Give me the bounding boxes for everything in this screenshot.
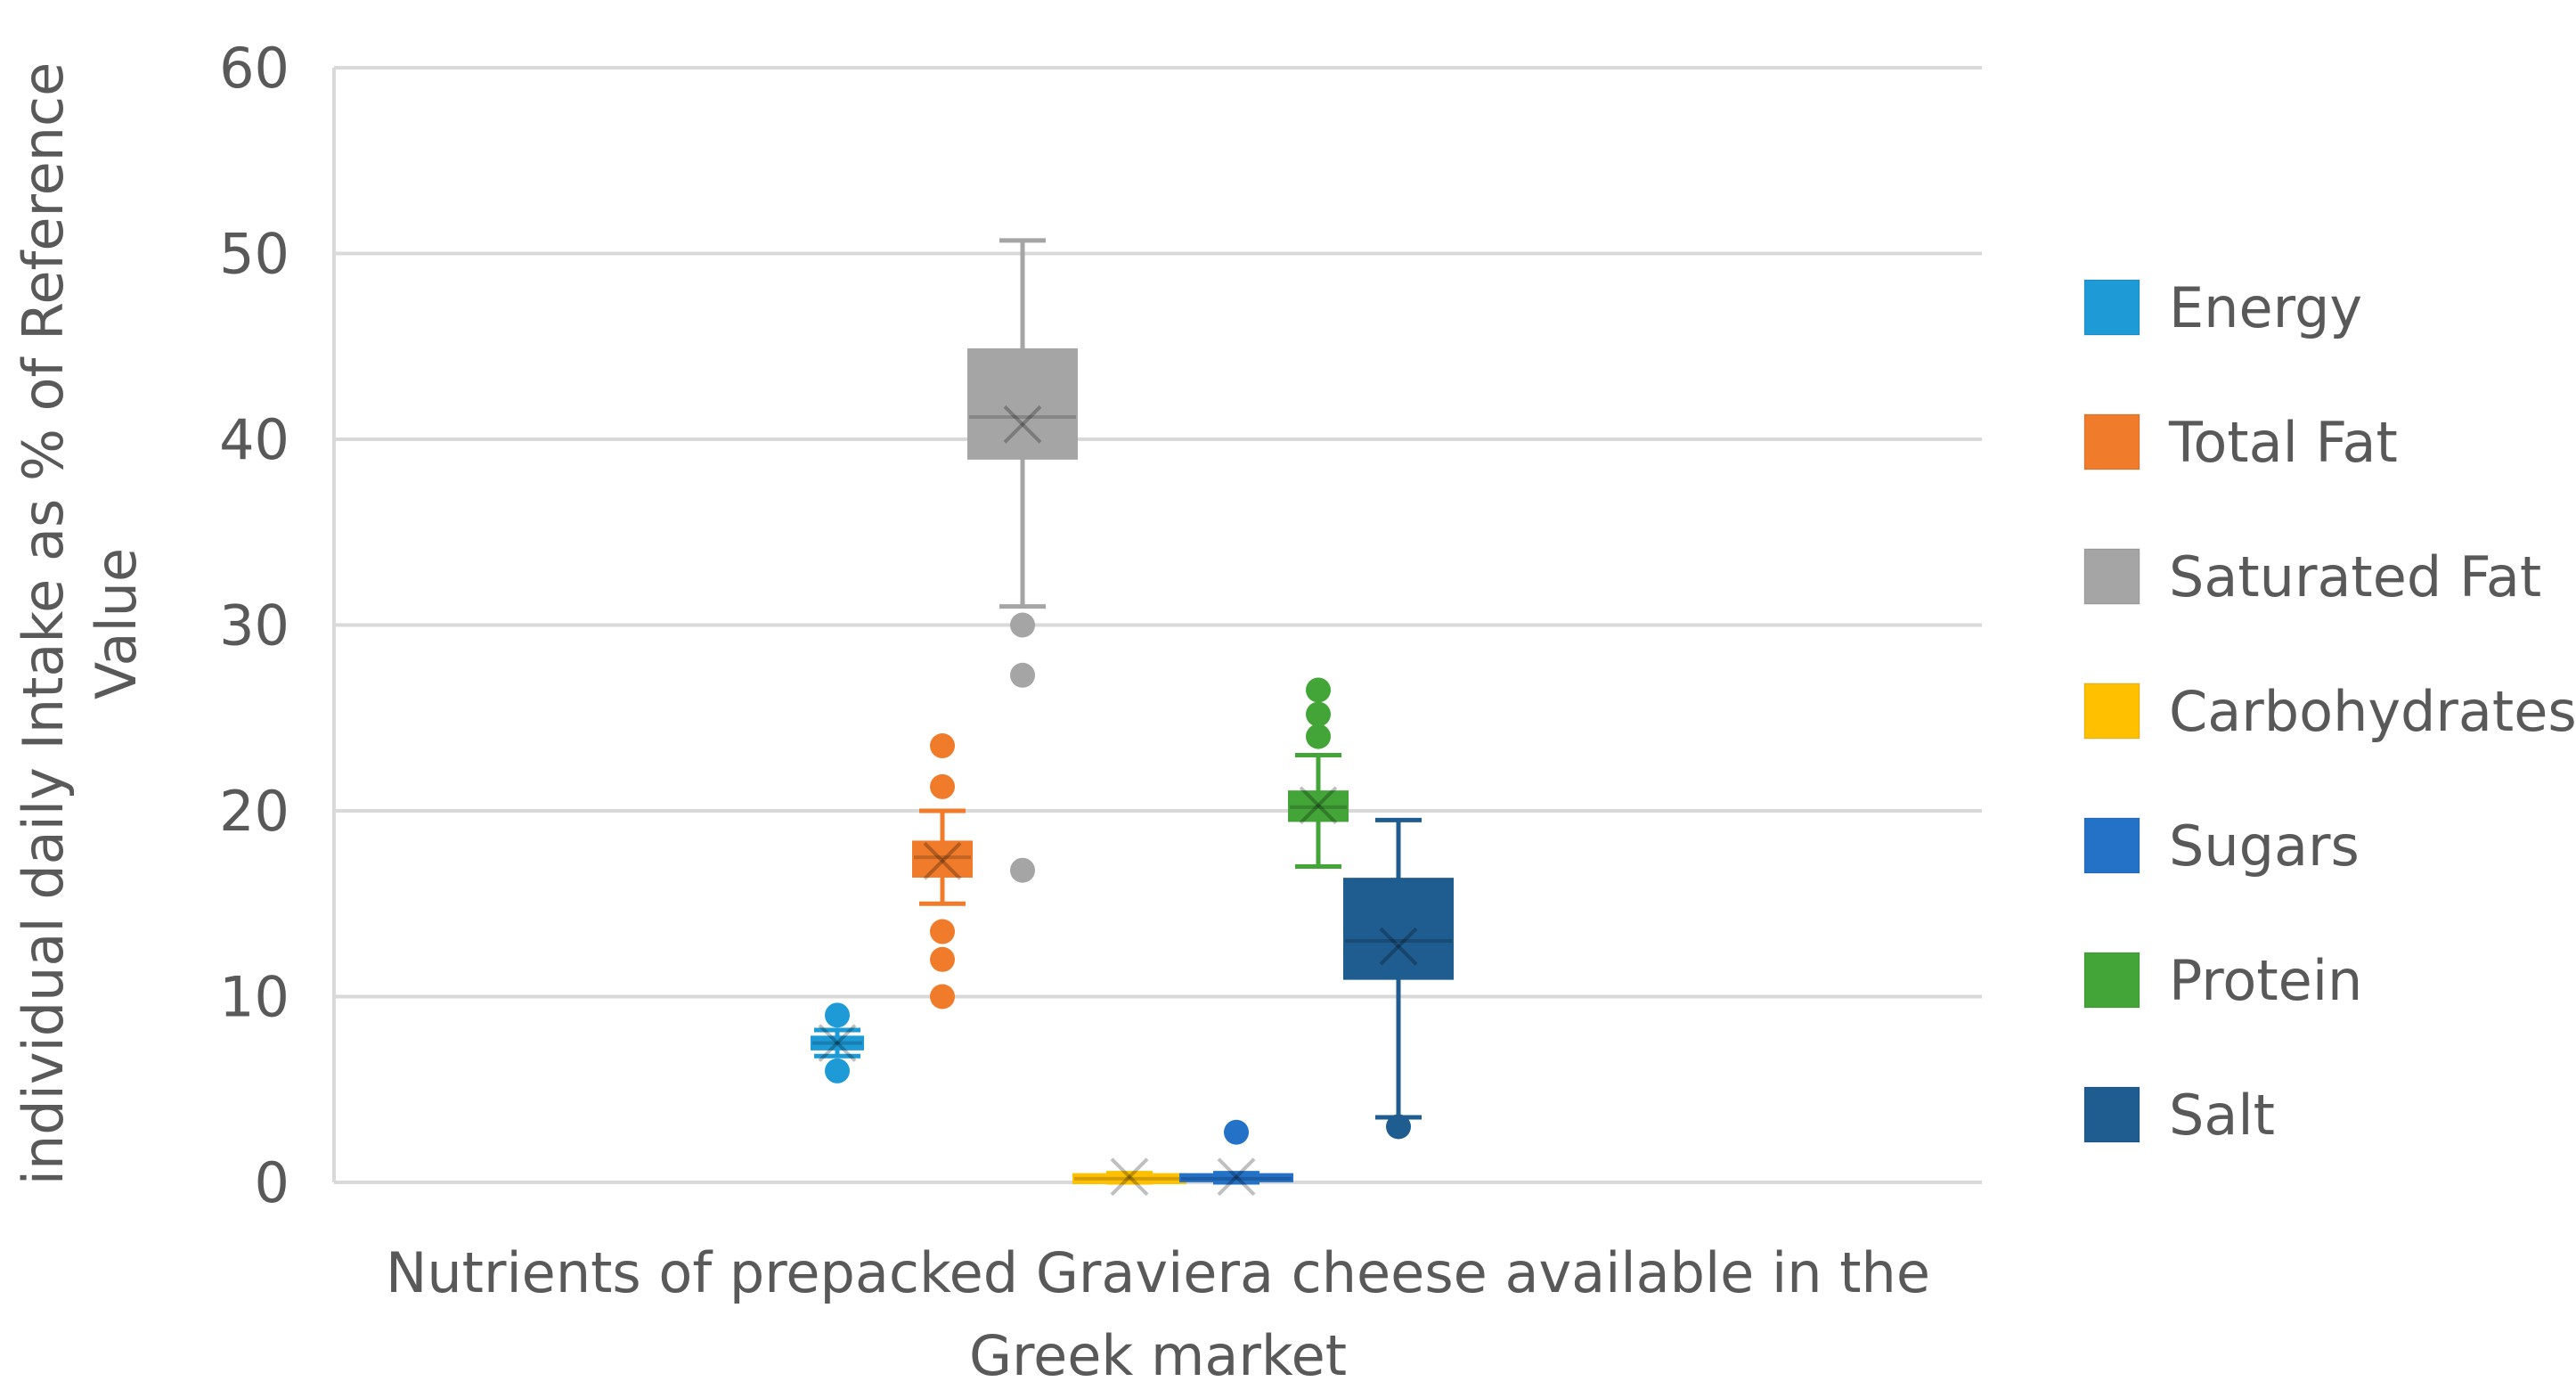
legend-swatch bbox=[2083, 952, 2140, 1009]
y-tick-label: 30 bbox=[219, 593, 289, 658]
legend-swatch bbox=[2083, 413, 2140, 470]
legend-label: Protein bbox=[2169, 948, 2362, 1013]
outlier-point bbox=[930, 733, 955, 759]
outlier-point bbox=[1306, 677, 1331, 703]
x-axis-label: Nutrients of prepacked Graviera cheese a… bbox=[386, 1240, 1930, 1305]
legend-item: Saturated Fat bbox=[2083, 544, 2541, 609]
box-energy bbox=[811, 1002, 864, 1083]
outlier-point bbox=[1010, 612, 1035, 638]
mean-marker bbox=[1003, 405, 1042, 444]
mean-marker bbox=[1379, 927, 1418, 966]
box-total-fat bbox=[912, 733, 973, 1010]
boxes bbox=[811, 238, 1454, 1197]
legend-item: Protein bbox=[2083, 948, 2362, 1013]
mean-marker bbox=[1379, 927, 1418, 966]
box-carbohydrates bbox=[1072, 1157, 1186, 1197]
legend-item: Carbohydrates bbox=[2083, 679, 2576, 744]
outlier-point bbox=[825, 1002, 850, 1028]
y-tick-label: 60 bbox=[219, 36, 289, 101]
mean-marker bbox=[818, 1024, 857, 1063]
outlier-point bbox=[1010, 662, 1035, 688]
box-iqr bbox=[1179, 1173, 1293, 1182]
outlier-point bbox=[1306, 724, 1331, 749]
mean-marker bbox=[1299, 786, 1338, 825]
mean-marker bbox=[923, 841, 962, 880]
legend-label: Energy bbox=[2169, 275, 2362, 340]
mean-marker bbox=[923, 841, 962, 880]
box-iqr bbox=[912, 840, 973, 878]
y-tick-label: 50 bbox=[219, 222, 289, 287]
y-tick-label: 0 bbox=[255, 1150, 289, 1215]
box-saturated-fat bbox=[967, 238, 1078, 883]
legend-label: Sugars bbox=[2169, 813, 2360, 879]
y-axis-label: individual daily Intake as % of Referenc… bbox=[11, 62, 76, 1186]
outlier-point bbox=[1010, 857, 1035, 883]
axes: 0 10 20 30 40 50 60 bbox=[219, 36, 336, 1215]
legend-label: Carbohydrates bbox=[2169, 679, 2576, 744]
outlier-point bbox=[930, 984, 955, 1010]
mean-marker bbox=[1217, 1157, 1256, 1197]
legend-swatch bbox=[2083, 548, 2140, 605]
mean-marker bbox=[1110, 1157, 1149, 1197]
legend-swatch bbox=[2083, 279, 2140, 336]
legend-item: Total Fat bbox=[2083, 410, 2398, 475]
box-iqr bbox=[811, 1035, 864, 1051]
legend: Energy Total Fat Saturated Fat Carbohydrate… bbox=[2083, 275, 2576, 1148]
outlier-point bbox=[1306, 701, 1331, 727]
box-sugars bbox=[1179, 1119, 1293, 1197]
mean-marker bbox=[1003, 405, 1042, 444]
axis-labels: Nutrients of prepacked Graviera cheese a… bbox=[11, 62, 1930, 1388]
y-axis-label: Value bbox=[84, 548, 149, 699]
box-salt bbox=[1343, 817, 1454, 1140]
outlier-point bbox=[1386, 1114, 1411, 1140]
mean-marker bbox=[818, 1024, 857, 1063]
y-tick-label: 10 bbox=[219, 965, 289, 1030]
box-iqr bbox=[1343, 878, 1454, 980]
outlier-point bbox=[930, 946, 955, 972]
legend-label: Saturated Fat bbox=[2169, 544, 2541, 609]
legend-item: Energy bbox=[2083, 275, 2362, 340]
y-tick-label: 20 bbox=[219, 779, 289, 844]
legend-label: Total Fat bbox=[2168, 410, 2398, 475]
outlier-point bbox=[930, 773, 955, 799]
outlier-point bbox=[1224, 1119, 1249, 1145]
legend-item: Sugars bbox=[2083, 813, 2360, 879]
y-tick-label: 40 bbox=[219, 407, 289, 472]
legend-label: Salt bbox=[2169, 1083, 2275, 1148]
legend-swatch bbox=[2083, 683, 2140, 740]
box-iqr bbox=[967, 347, 1078, 460]
box-iqr bbox=[1288, 790, 1349, 822]
legend-swatch bbox=[2083, 1086, 2140, 1143]
mean-marker bbox=[1110, 1157, 1149, 1197]
legend-item: Salt bbox=[2083, 1083, 2275, 1148]
legend-swatch bbox=[2083, 817, 2140, 874]
mean-marker bbox=[1299, 786, 1338, 825]
outlier-point bbox=[930, 919, 955, 944]
mean-marker bbox=[1217, 1157, 1256, 1197]
box-protein bbox=[1288, 677, 1349, 870]
gridlines bbox=[334, 66, 1982, 1184]
outlier-point bbox=[825, 1058, 850, 1083]
x-axis-label: Greek market bbox=[969, 1323, 1347, 1388]
